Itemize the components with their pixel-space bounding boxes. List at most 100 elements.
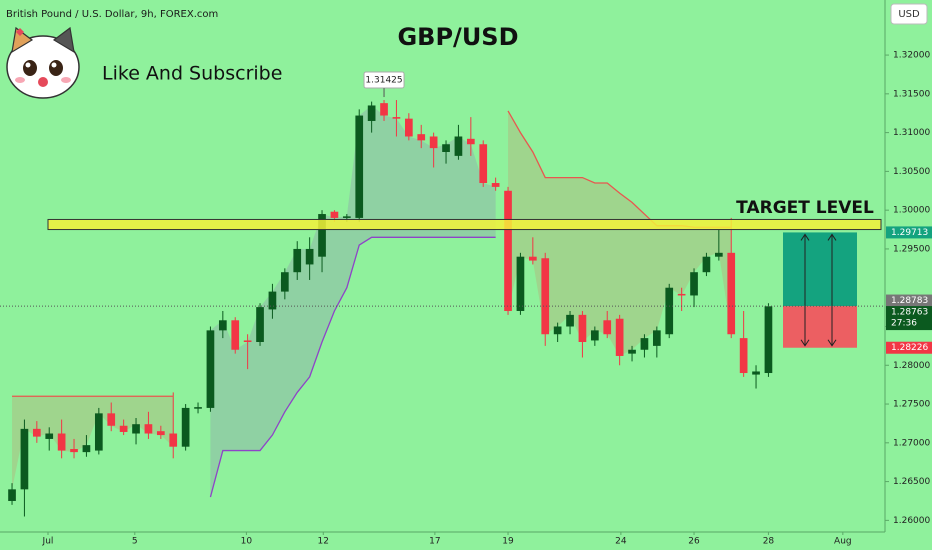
candle-body bbox=[94, 413, 103, 451]
candle-body bbox=[454, 136, 463, 156]
price-label: 1.29713 bbox=[891, 228, 928, 238]
candle-body bbox=[8, 489, 16, 501]
candle-body bbox=[256, 307, 264, 342]
promo-text: Like And Subscribe bbox=[102, 63, 282, 85]
y-tick-label: 1.31000 bbox=[893, 128, 930, 138]
y-tick-label: 1.32000 bbox=[893, 51, 930, 61]
candle-body bbox=[70, 449, 78, 453]
candle-body bbox=[280, 272, 289, 292]
candle-body bbox=[305, 248, 314, 265]
candle-body bbox=[206, 330, 215, 408]
candle-body bbox=[615, 318, 624, 356]
candle-body bbox=[442, 144, 450, 152]
candle-body bbox=[628, 349, 636, 354]
subtitle: British Pound / U.S. Dollar, 9h, FOREX.c… bbox=[6, 9, 218, 20]
candle-body bbox=[293, 248, 302, 273]
candle-body bbox=[107, 413, 116, 426]
candle-body bbox=[479, 144, 488, 184]
currency-box[interactable] bbox=[890, 3, 928, 25]
arrow-head bbox=[800, 233, 810, 241]
price-label-box bbox=[886, 294, 932, 307]
candle-body bbox=[752, 371, 760, 375]
candle-body bbox=[380, 103, 388, 116]
candle-body bbox=[144, 424, 153, 434]
candle-body bbox=[231, 320, 240, 350]
candle-body bbox=[268, 291, 277, 310]
lower_band-line bbox=[209, 236, 496, 498]
candle-body bbox=[330, 211, 339, 218]
target-zone bbox=[47, 218, 882, 231]
chart-title: GBP/USD bbox=[397, 23, 518, 51]
candle-body bbox=[404, 118, 413, 137]
candle-body bbox=[57, 433, 66, 451]
y-tick-label: 1.26000 bbox=[893, 516, 930, 526]
over-layer: 1.31425 bbox=[0, 71, 885, 498]
price-label-box bbox=[886, 306, 932, 331]
x-tick-label: Jul bbox=[42, 537, 54, 547]
candle-body bbox=[194, 407, 202, 409]
high-label: 1.31425 bbox=[365, 76, 402, 86]
lower_band-fill bbox=[210, 105, 496, 498]
candle-body bbox=[528, 256, 537, 261]
under-layer bbox=[12, 105, 732, 498]
candle-body bbox=[516, 256, 525, 311]
candle-body bbox=[764, 306, 773, 374]
candle-body bbox=[702, 256, 711, 273]
y-tick-label: 1.27000 bbox=[893, 438, 930, 448]
y-tick-label: 1.30500 bbox=[893, 167, 930, 177]
countdown: 27:36 bbox=[891, 319, 917, 329]
candle-body bbox=[119, 425, 128, 432]
arrow-head bbox=[827, 339, 837, 347]
y-tick-label: 1.29500 bbox=[893, 244, 930, 254]
candle-body bbox=[727, 252, 736, 335]
candle-body bbox=[429, 136, 438, 149]
candle-body bbox=[553, 326, 562, 335]
upper_band-fill bbox=[508, 110, 732, 356]
currency[interactable]: USD bbox=[898, 9, 920, 20]
candle-body bbox=[652, 330, 661, 346]
y-tick-label: 1.26500 bbox=[893, 477, 930, 487]
price-label: 1.28763 bbox=[891, 308, 928, 318]
candle-body bbox=[417, 134, 426, 141]
candle-body bbox=[132, 424, 140, 434]
profit-box bbox=[783, 232, 857, 307]
arrow-head bbox=[827, 233, 837, 241]
x-tick-label: 26 bbox=[688, 537, 700, 547]
candle-body bbox=[367, 105, 376, 121]
x-tick-label: 10 bbox=[241, 537, 253, 547]
candle-body bbox=[181, 407, 190, 447]
price-label: 1.28226 bbox=[891, 343, 928, 353]
candle-body bbox=[677, 293, 686, 296]
candle-body bbox=[169, 433, 178, 447]
x-tick-label: 17 bbox=[429, 537, 440, 547]
candle-body bbox=[342, 216, 351, 218]
target-label: TARGET LEVEL bbox=[736, 198, 874, 218]
price-label: 1.28783 bbox=[891, 296, 928, 306]
candle-body bbox=[541, 258, 550, 335]
upper_band-fill bbox=[12, 396, 174, 490]
candle-body bbox=[739, 338, 748, 374]
y-tick-label: 1.28000 bbox=[893, 361, 930, 371]
candle-body bbox=[714, 252, 723, 257]
price-label-box bbox=[886, 226, 932, 239]
y-tick-label: 1.27500 bbox=[893, 400, 930, 410]
candle-body bbox=[318, 214, 326, 257]
candle-body bbox=[603, 320, 612, 335]
candle-body bbox=[640, 338, 649, 350]
candle-body bbox=[690, 272, 698, 296]
candle-body bbox=[20, 428, 29, 490]
y-tick-label: 1.31500 bbox=[893, 89, 930, 99]
candle-body bbox=[218, 320, 227, 331]
candle-body bbox=[156, 431, 165, 436]
candle-body bbox=[243, 340, 252, 342]
candle-body bbox=[665, 287, 674, 335]
candle-body bbox=[82, 445, 91, 453]
candle-body bbox=[355, 115, 364, 218]
cat-avatar bbox=[6, 26, 80, 99]
candle-body bbox=[504, 190, 512, 311]
y-tick-label: 1.30000 bbox=[893, 206, 930, 216]
candle-body bbox=[45, 433, 54, 439]
